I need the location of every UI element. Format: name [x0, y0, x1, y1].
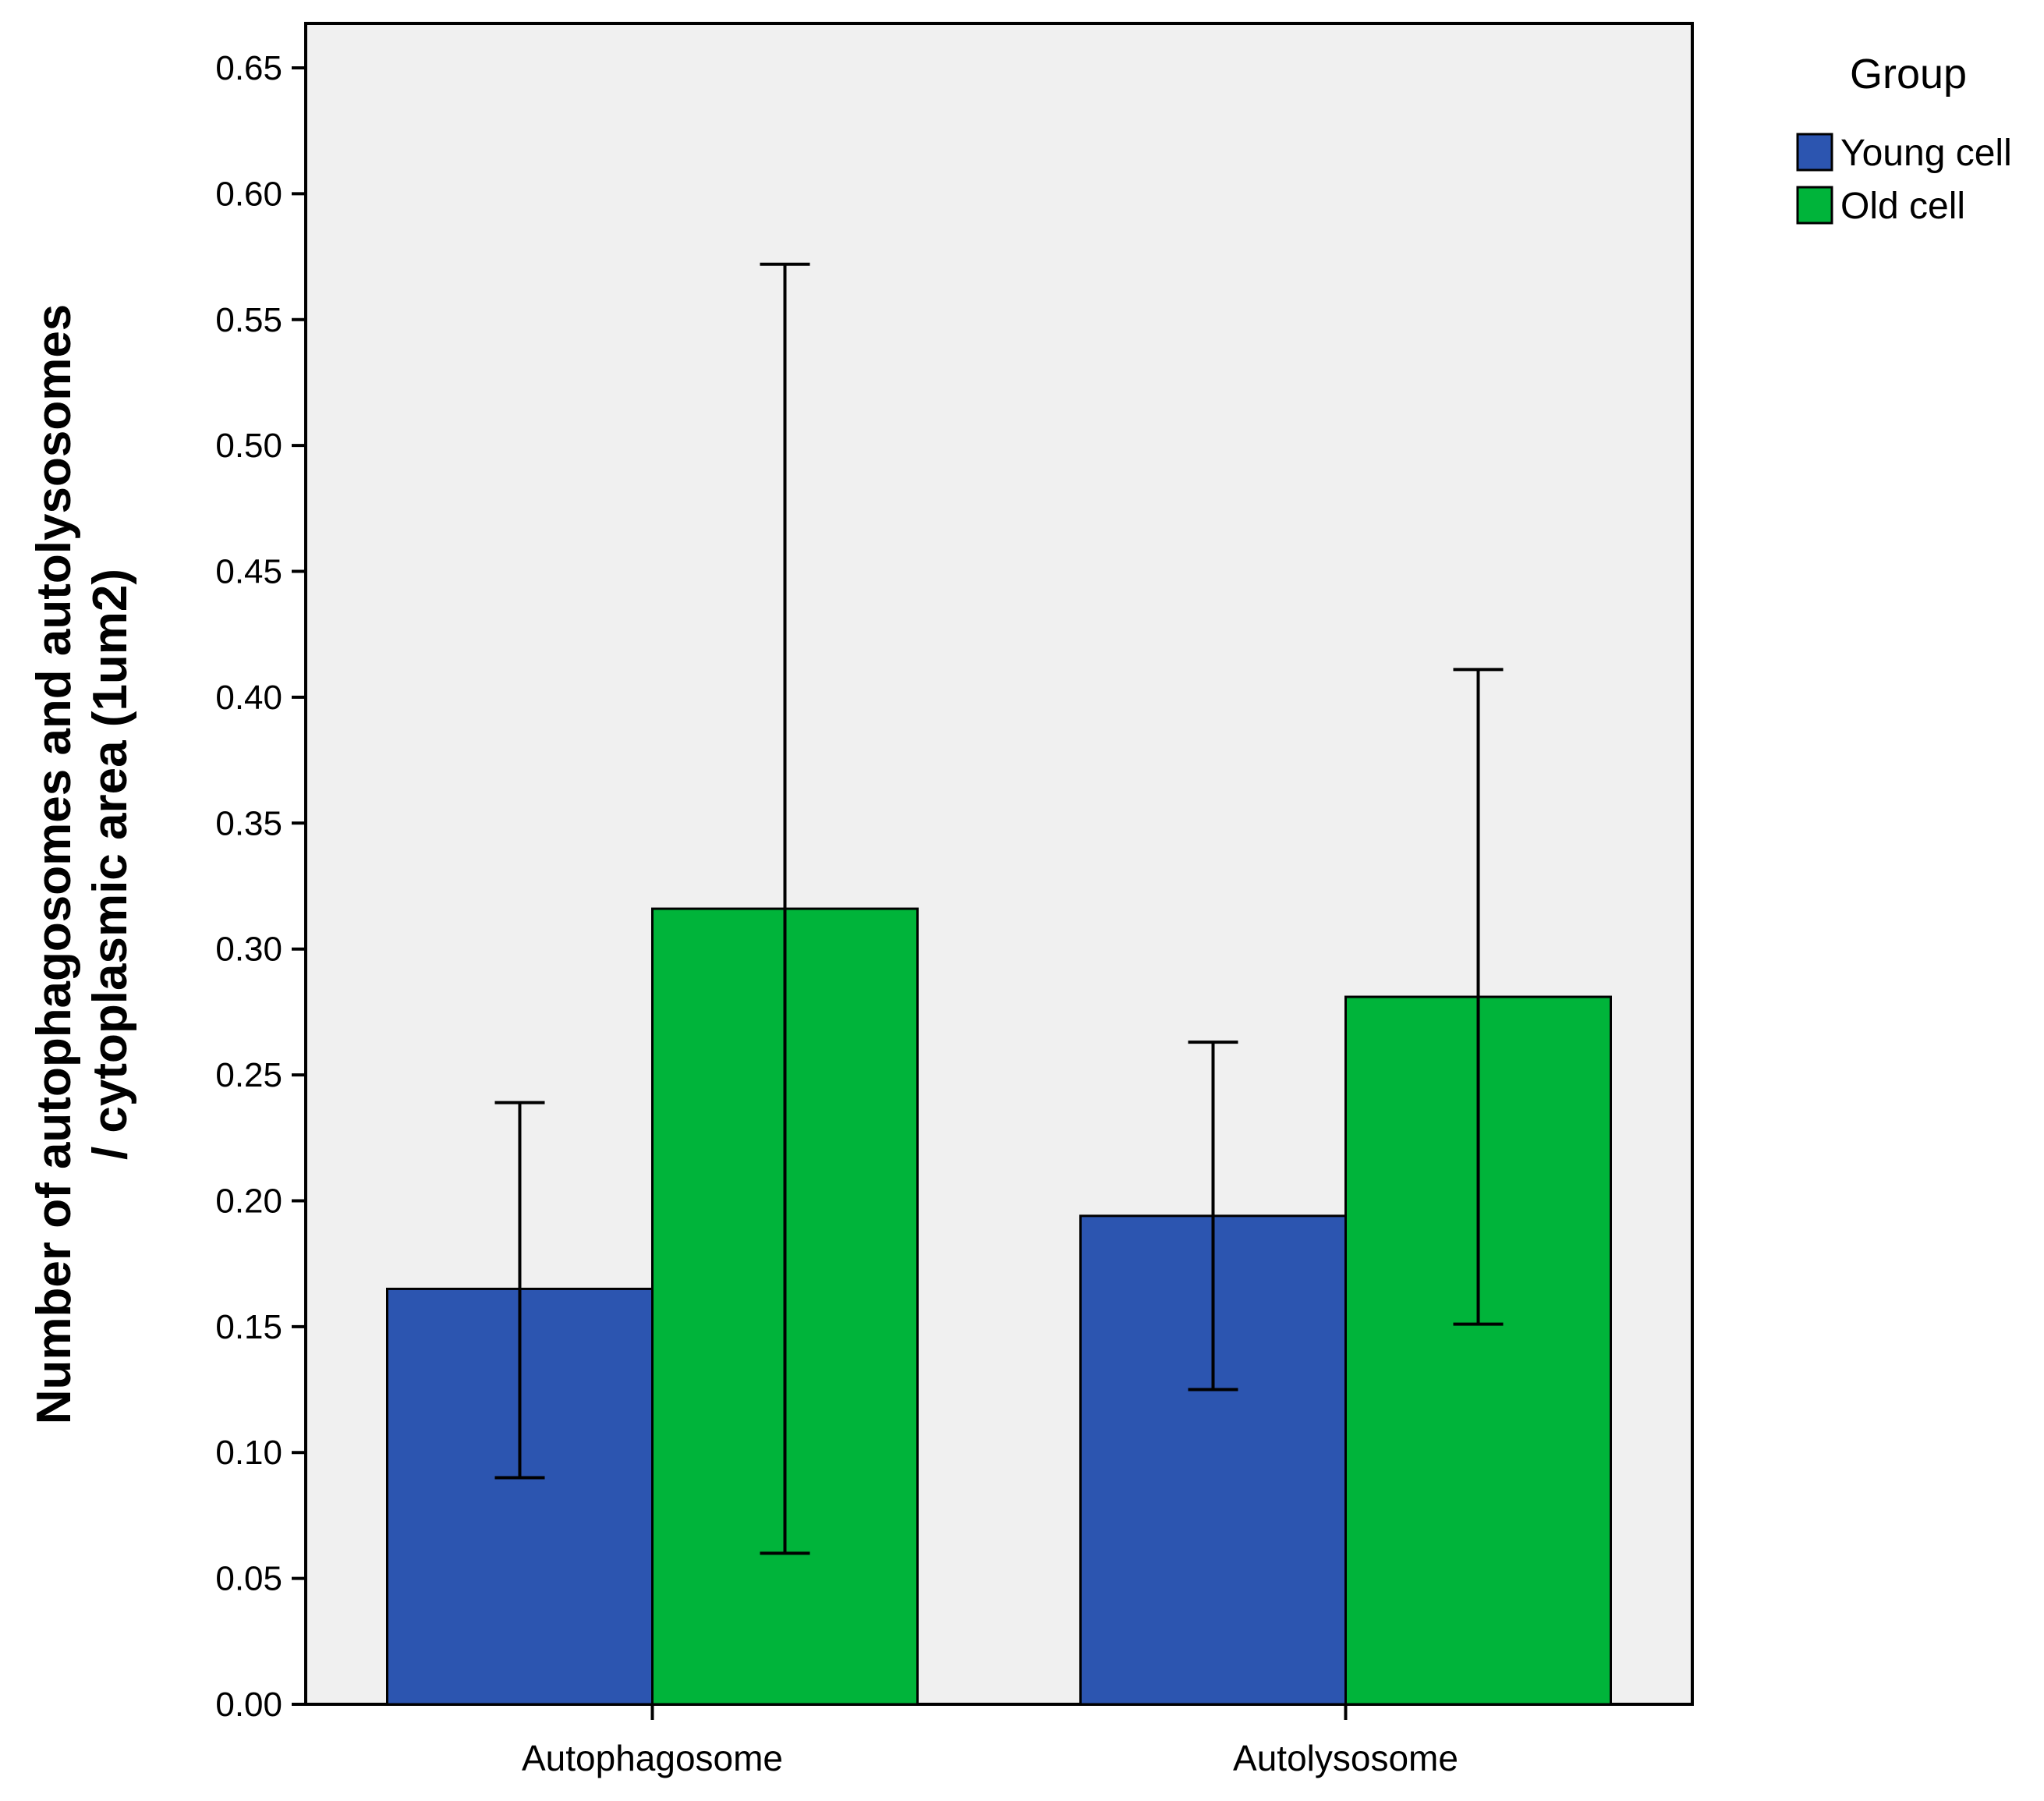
legend-label: Young cell [1840, 133, 2012, 174]
error-bars-group [494, 262, 1504, 1555]
y-axis-label-line1: Number of autophagosomes and autolysosom… [27, 304, 81, 1425]
y-tick-label: 0.05 [215, 1560, 282, 1598]
legend-title: Group [1850, 51, 1967, 97]
y-axis-label-line2: / cytoplasmic area (1um2) [83, 569, 137, 1160]
y-tick-label: 0.25 [215, 1056, 282, 1094]
y-tick-label: 0.50 [215, 427, 282, 465]
y-tick-label: 0.55 [215, 301, 282, 339]
y-tick-label: 0.10 [215, 1434, 282, 1472]
y-tick-label: 0.00 [215, 1686, 282, 1724]
legend-swatch [1796, 133, 1833, 172]
y-tick-label: 0.30 [215, 931, 282, 969]
y-tick-label: 0.20 [215, 1182, 282, 1220]
legend-items: Young cell Old cell [1796, 133, 2012, 227]
y-tick-label: 0.40 [215, 679, 282, 717]
y-tick-label: 0.35 [215, 804, 282, 842]
y-tick-label: 0.15 [215, 1308, 282, 1346]
y-tick-label: 0.60 [215, 175, 282, 213]
legend-label: Old cell [1840, 186, 1965, 227]
x-tick-label: Autophagosome [522, 1738, 783, 1778]
legend-swatch [1796, 186, 1833, 225]
x-axis: Autophagosome Autolysosome [522, 1704, 1458, 1778]
y-tick-label: 0.45 [215, 553, 282, 591]
x-tick-label: Autolysosome [1233, 1738, 1458, 1778]
y-axis: 0.00 0.05 0.10 0.15 0.20 0.25 0.30 0.35 0.40 0.45… [215, 49, 306, 1724]
legend: Group Young cell Old cell [1796, 51, 2012, 227]
y-tick-label: 0.65 [215, 49, 282, 87]
